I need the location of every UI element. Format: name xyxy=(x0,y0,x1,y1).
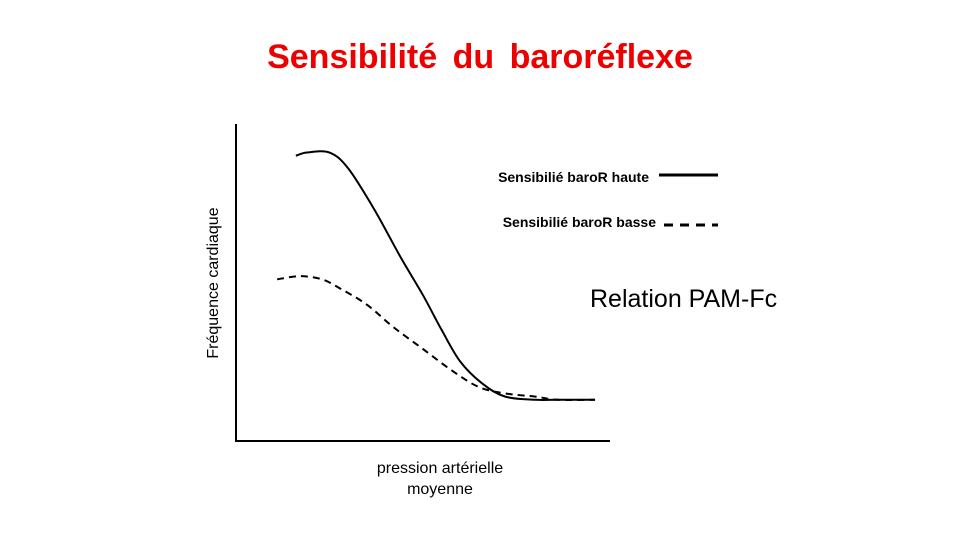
legend-label-low: Sensibilié baroR basse xyxy=(503,214,656,230)
slide-title: Sensibilité du baroréflexe xyxy=(267,38,693,76)
series-layer xyxy=(276,150,596,402)
series-line-low-sensitivity xyxy=(276,275,596,402)
relation-annotation: Relation PAM-Fc xyxy=(590,285,778,313)
legend-label-high: Sensibilié baroR haute xyxy=(498,169,649,185)
y-axis-label: Fréquence cardiaque xyxy=(205,207,222,358)
x-axis-label-line-2: moyenne xyxy=(407,481,473,498)
legend: Sensibilié baroR haute Sensibilié baroR … xyxy=(498,169,718,230)
x-axis-label-line-1: pression artérielle xyxy=(376,460,504,477)
series-line-high-sensitivity xyxy=(295,150,596,402)
x-axis-label: pression artérielle moyenne xyxy=(340,458,540,500)
